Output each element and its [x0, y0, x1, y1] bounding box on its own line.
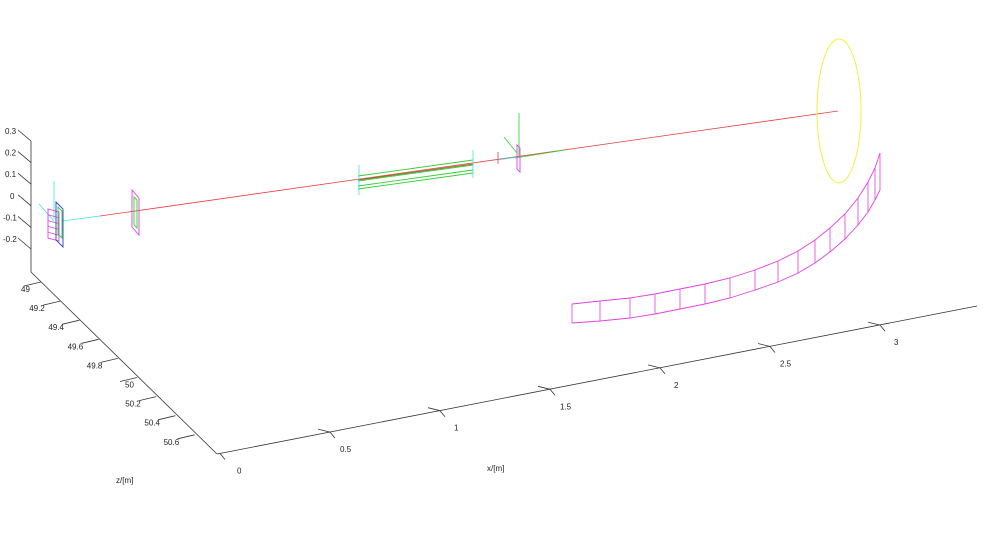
x-tick-minor	[647, 364, 661, 369]
source-marker-diag	[38, 203, 55, 222]
z-tick	[177, 434, 195, 440]
z-tick-label: 50.6	[164, 438, 180, 447]
y-tick-label: 0	[10, 192, 15, 201]
x-tick	[219, 453, 226, 460]
x-tick-label: 1	[454, 424, 459, 433]
source-detector-grid	[47, 214, 60, 219]
z-tick	[62, 319, 80, 325]
tube-edge-1	[357, 164, 474, 182]
x-axis-line	[216, 305, 978, 455]
source-element	[57, 205, 63, 240]
y-tick	[17, 237, 32, 250]
z-tick	[23, 281, 42, 287]
source-frame	[55, 200, 64, 249]
y-tick-label: 0.3	[5, 127, 17, 136]
z-tick-label: 49	[21, 285, 30, 294]
x-tick-label: 2.5	[780, 360, 792, 369]
y-tick-label: -0.1	[3, 213, 17, 222]
x-tick-label: 2	[674, 381, 679, 390]
x-tick-label: 0	[237, 467, 242, 476]
source-detector-grid	[47, 231, 60, 236]
z-tick-label: 50.2	[125, 400, 141, 409]
x-tick	[549, 389, 556, 396]
beam-start-segment	[61, 215, 101, 222]
z-tick	[43, 300, 61, 306]
z-tick-label: 49.8	[87, 361, 103, 370]
tube-edge-2	[357, 169, 474, 187]
z-tick	[100, 358, 118, 363]
y-tick	[17, 172, 32, 185]
x-tick	[879, 324, 886, 332]
x-tick	[769, 346, 776, 353]
y-tick-label: -0.2	[3, 235, 17, 244]
z-tick-label: 50.4	[144, 419, 160, 428]
source-detector-grid	[47, 226, 60, 230]
x-tick-minor	[317, 428, 331, 433]
x-tick-minor	[867, 321, 881, 326]
x-tick-minor	[537, 385, 551, 390]
z-tick	[139, 396, 157, 401]
beam-green-segment	[514, 149, 566, 159]
y-tick-label: 0.2	[5, 149, 17, 158]
x-tick	[329, 431, 336, 439]
x-tick-label: 1.5	[560, 402, 572, 411]
y-tick	[17, 129, 32, 142]
z-tick	[119, 377, 138, 382]
x-tick	[659, 367, 666, 375]
tube-edge-top	[357, 159, 474, 177]
x-tick-label: 0.5	[340, 445, 352, 454]
ring	[816, 38, 862, 184]
beam-line	[99, 110, 839, 217]
x-tick-minor	[757, 343, 771, 347]
axes	[30, 141, 978, 455]
x-tick-label: 3	[894, 338, 899, 347]
z-tick	[81, 338, 99, 344]
y-tick	[17, 194, 32, 207]
tick-labels: 0.3 0.2 0.1 0 -0.1 -0.2 49 49.2 49.4 49.6 49.8 50 50…	[3, 127, 899, 476]
y-tick	[17, 151, 32, 163]
sample-diag	[503, 136, 518, 154]
tube-core	[357, 163, 474, 181]
z-axis-line	[30, 271, 218, 455]
detector-bottom-edge	[571, 189, 881, 324]
plot-objects	[38, 38, 881, 324]
x-axis-label: x/[m]	[487, 464, 504, 473]
z-axis-label: z/[m]	[116, 476, 133, 485]
x-tick	[439, 410, 446, 417]
y-tick-label: 0.1	[5, 170, 17, 179]
slit-frame	[131, 188, 140, 237]
z-tick	[158, 415, 176, 421]
source-detector	[47, 208, 60, 242]
slit-element	[133, 195, 138, 230]
detector-top-edge	[571, 152, 881, 305]
z-tick-label: 50	[125, 381, 134, 390]
sample-frame	[516, 143, 521, 174]
x-tick-minor	[427, 407, 441, 412]
source-detector-grid	[47, 220, 60, 224]
beam-cyan-segment	[496, 156, 519, 161]
y-tick	[17, 216, 32, 228]
z-tick-label: 49.4	[48, 323, 64, 332]
z-tick-label: 49.2	[29, 304, 45, 313]
z-tick-label: 49.6	[68, 342, 84, 351]
tube-edge-bottom	[357, 172, 474, 190]
